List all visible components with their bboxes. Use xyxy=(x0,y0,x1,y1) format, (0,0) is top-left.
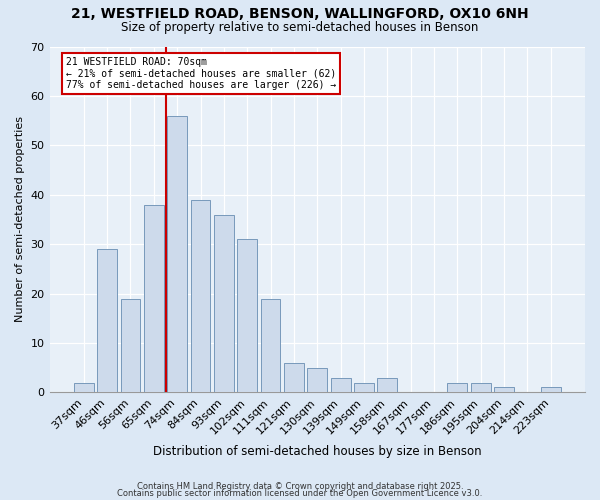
Bar xyxy=(471,382,491,392)
Bar xyxy=(448,382,467,392)
Bar xyxy=(494,388,514,392)
Bar xyxy=(354,382,374,392)
Bar xyxy=(144,204,164,392)
Text: 21, WESTFIELD ROAD, BENSON, WALLINGFORD, OX10 6NH: 21, WESTFIELD ROAD, BENSON, WALLINGFORD,… xyxy=(71,8,529,22)
Bar xyxy=(167,116,187,392)
Bar xyxy=(284,363,304,392)
Bar xyxy=(307,368,327,392)
Bar xyxy=(191,200,211,392)
Bar xyxy=(97,249,117,392)
Y-axis label: Number of semi-detached properties: Number of semi-detached properties xyxy=(15,116,25,322)
Bar xyxy=(541,388,560,392)
Bar xyxy=(214,214,234,392)
Bar xyxy=(74,382,94,392)
Bar xyxy=(121,298,140,392)
Text: Contains HM Land Registry data © Crown copyright and database right 2025.: Contains HM Land Registry data © Crown c… xyxy=(137,482,463,491)
Text: Contains public sector information licensed under the Open Government Licence v3: Contains public sector information licen… xyxy=(118,489,482,498)
X-axis label: Distribution of semi-detached houses by size in Benson: Distribution of semi-detached houses by … xyxy=(153,444,482,458)
Bar xyxy=(331,378,350,392)
Text: 21 WESTFIELD ROAD: 70sqm
← 21% of semi-detached houses are smaller (62)
77% of s: 21 WESTFIELD ROAD: 70sqm ← 21% of semi-d… xyxy=(65,57,336,90)
Text: Size of property relative to semi-detached houses in Benson: Size of property relative to semi-detach… xyxy=(121,21,479,34)
Bar xyxy=(260,298,280,392)
Bar xyxy=(377,378,397,392)
Bar xyxy=(238,239,257,392)
